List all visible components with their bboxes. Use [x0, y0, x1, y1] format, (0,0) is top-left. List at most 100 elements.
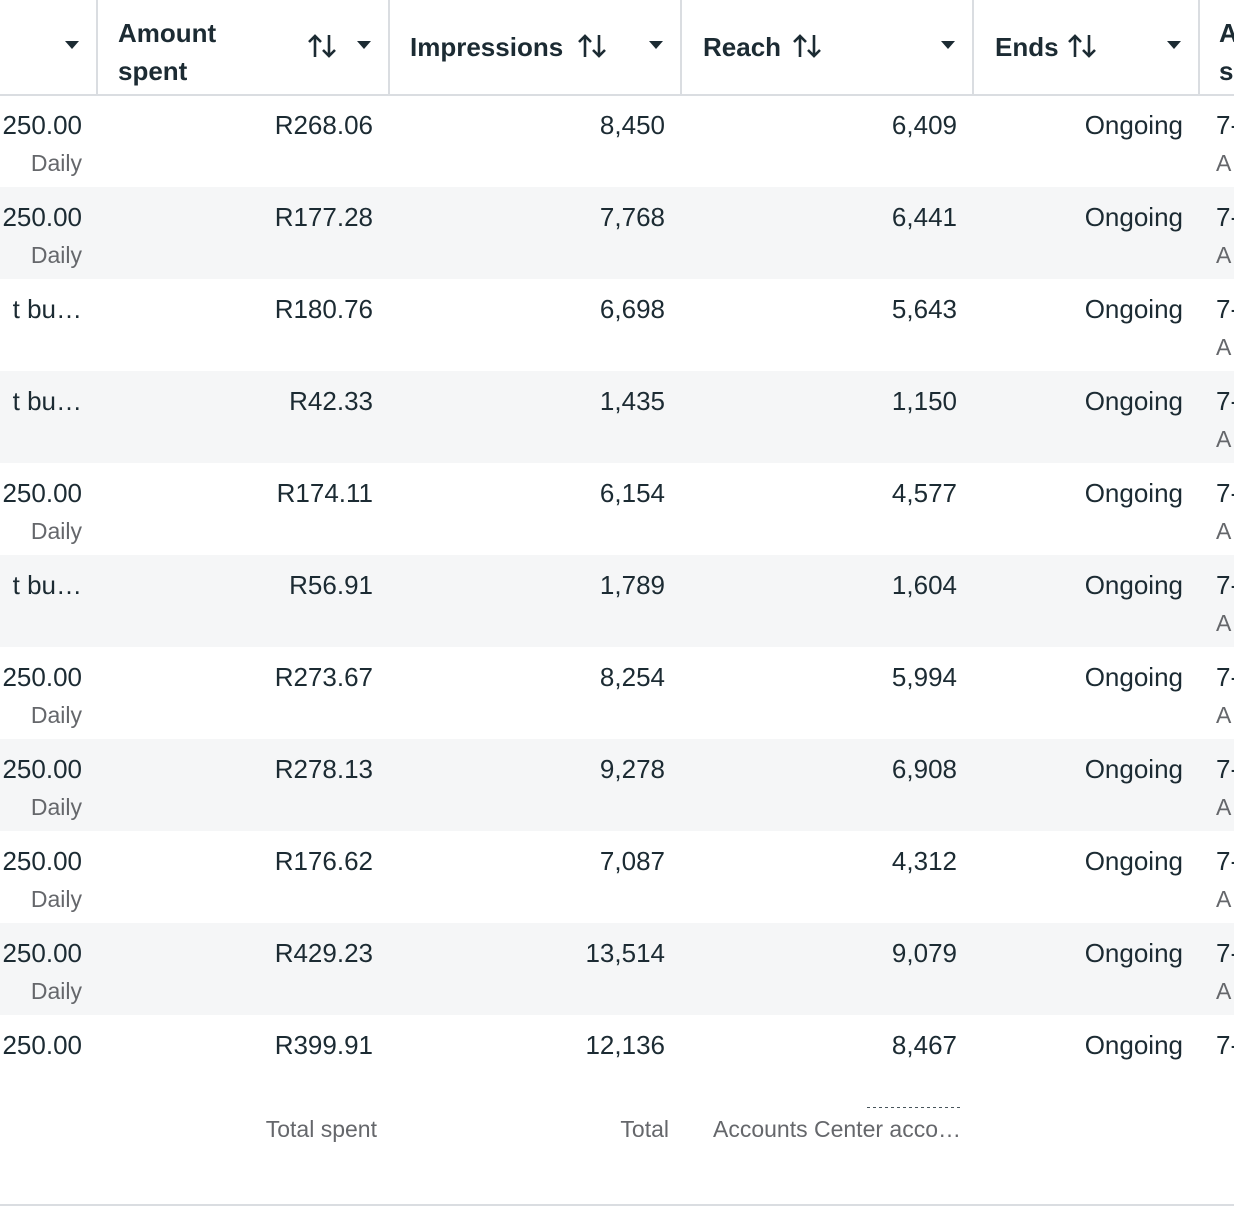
footer-amount-spent-label: Total spent: [265, 1116, 377, 1142]
table-row[interactable]: 250.00 Daily R268.06 8,450 6,409 Ongoing 7- A: [0, 95, 1234, 187]
cell-reach: 6,409: [891, 110, 957, 140]
cell-budget-period: Daily: [30, 886, 82, 912]
cell-impressions: 7,768: [599, 202, 665, 232]
cell-next-sub: A: [1216, 334, 1232, 360]
cell-next: 7-: [1216, 110, 1234, 140]
table-row[interactable]: 250.00 Daily R174.11 6,154 4,577 Ongoing 7- A: [0, 463, 1234, 555]
cell-budget-period: Daily: [30, 242, 82, 268]
cell-ends: Ongoing: [1084, 754, 1183, 784]
header-next-line[interactable]: s: [1219, 56, 1234, 86]
cell-next: 7-: [1216, 294, 1234, 324]
table-row[interactable]: t bu… R56.91 1,789 1,604 Ongoing 7- A: [0, 555, 1234, 647]
cell-reach: 4,577: [891, 478, 957, 508]
cell-next: 7-: [1216, 754, 1234, 784]
cell-next: 7-: [1216, 478, 1234, 508]
cell-ends: Ongoing: [1084, 478, 1183, 508]
dropdown-icon[interactable]: [64, 40, 80, 50]
sort-icon[interactable]: [1067, 33, 1097, 59]
cell-budget-period: Daily: [30, 702, 82, 728]
cell-next: 7-: [1216, 846, 1234, 876]
cell-budget: 250.00: [2, 662, 82, 692]
cell-reach: 6,908: [891, 754, 957, 784]
table-row[interactable]: 250.00 Daily R278.13 9,278 6,908 Ongoing 7- A: [0, 739, 1234, 831]
cell-impressions: 7,087: [599, 846, 665, 876]
cell-budget: 250.00: [2, 846, 82, 876]
header-next-line[interactable]: A: [1219, 18, 1234, 48]
cell-budget: 250.00: [2, 1030, 82, 1060]
table-row[interactable]: 250.00 Daily R273.67 8,254 5,994 Ongoing 7- A: [0, 647, 1234, 739]
table-row[interactable]: t bu… R42.33 1,435 1,150 Ongoing 7- A: [0, 371, 1234, 463]
cell-impressions: 9,278: [599, 754, 665, 784]
cell-amount-spent: R273.67: [274, 662, 373, 692]
cell-impressions: 13,514: [585, 938, 665, 968]
header-amount-spent[interactable]: Amount spent: [118, 18, 217, 86]
cell-budget: 250.00: [2, 478, 82, 508]
cell-budget: t bu…: [12, 294, 82, 324]
cell-impressions: 12,136: [585, 1030, 665, 1060]
cell-amount-spent: R56.91: [289, 570, 373, 600]
footer-border: [0, 1204, 1234, 1206]
cell-reach: 1,604: [891, 570, 957, 600]
dropdown-icon[interactable]: [648, 40, 664, 50]
cell-ends: Ongoing: [1084, 662, 1183, 692]
cell-next: 7-: [1216, 570, 1234, 600]
header-ends[interactable]: Ends: [995, 32, 1059, 62]
table-row[interactable]: 250.00 Daily R176.62 7,087 4,312 Ongoing 7- A: [0, 831, 1234, 923]
sort-icon[interactable]: [792, 33, 822, 59]
cell-reach: 5,643: [891, 294, 957, 324]
table-row[interactable]: 250.00 Daily R429.23 13,514 9,079 Ongoing 7- A: [0, 923, 1234, 1015]
table-row[interactable]: t bu… R180.76 6,698 5,643 Ongoing 7- A: [0, 279, 1234, 371]
table-row[interactable]: 250.00 R399.91 12,136 8,467 Ongoing 7-: [0, 1015, 1234, 1107]
cell-next-sub: A: [1216, 150, 1232, 176]
cell-amount-spent: R399.91: [274, 1030, 373, 1060]
cell-next-sub: A: [1216, 242, 1232, 268]
cell-ends: Ongoing: [1084, 938, 1183, 968]
cell-reach: 5,994: [891, 662, 957, 692]
cell-impressions: 6,154: [599, 478, 665, 508]
column-divider: [1198, 0, 1200, 94]
cell-ends: Ongoing: [1084, 202, 1183, 232]
cell-impressions: 1,435: [599, 386, 665, 416]
cell-amount-spent: R429.23: [274, 938, 373, 968]
cell-reach: 8,467: [891, 1030, 957, 1060]
cell-next: 7-: [1216, 662, 1234, 692]
cell-budget-period: Daily: [30, 150, 82, 176]
cell-reach: 1,150: [891, 386, 957, 416]
cell-ends: Ongoing: [1084, 846, 1183, 876]
footer-impressions-label: Total: [620, 1116, 669, 1142]
cell-amount-spent: R278.13: [274, 754, 373, 784]
cell-next-sub: A: [1216, 794, 1232, 820]
cell-impressions: 8,254: [599, 662, 665, 692]
cell-reach: 6,441: [891, 202, 957, 232]
dropdown-icon[interactable]: [356, 40, 372, 50]
cell-amount-spent: R176.62: [274, 846, 373, 876]
cell-budget: 250.00: [2, 202, 82, 232]
sort-icon[interactable]: [577, 33, 607, 59]
column-divider: [96, 0, 98, 94]
cell-impressions: 1,789: [599, 570, 665, 600]
cell-budget-period: Daily: [30, 978, 82, 1004]
header-reach[interactable]: Reach: [703, 32, 782, 62]
dropdown-icon[interactable]: [1166, 40, 1182, 50]
cell-amount-spent: R42.33: [289, 386, 373, 416]
cell-amount-spent: R180.76: [274, 294, 373, 324]
table-row[interactable]: 250.00 Daily R177.28 7,768 6,441 Ongoing 7- A: [0, 187, 1234, 279]
cell-amount-spent: R268.06: [274, 110, 373, 140]
cell-impressions: 6,698: [599, 294, 665, 324]
cell-next: 7-: [1216, 386, 1234, 416]
cell-budget: 250.00: [2, 754, 82, 784]
cell-reach: 9,079: [891, 938, 957, 968]
cell-ends: Ongoing: [1084, 570, 1183, 600]
cell-budget-period: Daily: [30, 518, 82, 544]
column-divider: [972, 0, 974, 94]
cell-budget: t bu…: [12, 570, 82, 600]
cell-next-sub: A: [1216, 610, 1232, 636]
cell-next-sub: A: [1216, 518, 1232, 544]
cell-next-sub: A: [1216, 426, 1232, 452]
sort-icon[interactable]: [307, 33, 337, 59]
cell-next: 7-: [1216, 1030, 1234, 1060]
header-impressions[interactable]: Impressions: [410, 32, 564, 62]
column-divider: [680, 0, 682, 94]
dropdown-icon[interactable]: [940, 40, 956, 50]
